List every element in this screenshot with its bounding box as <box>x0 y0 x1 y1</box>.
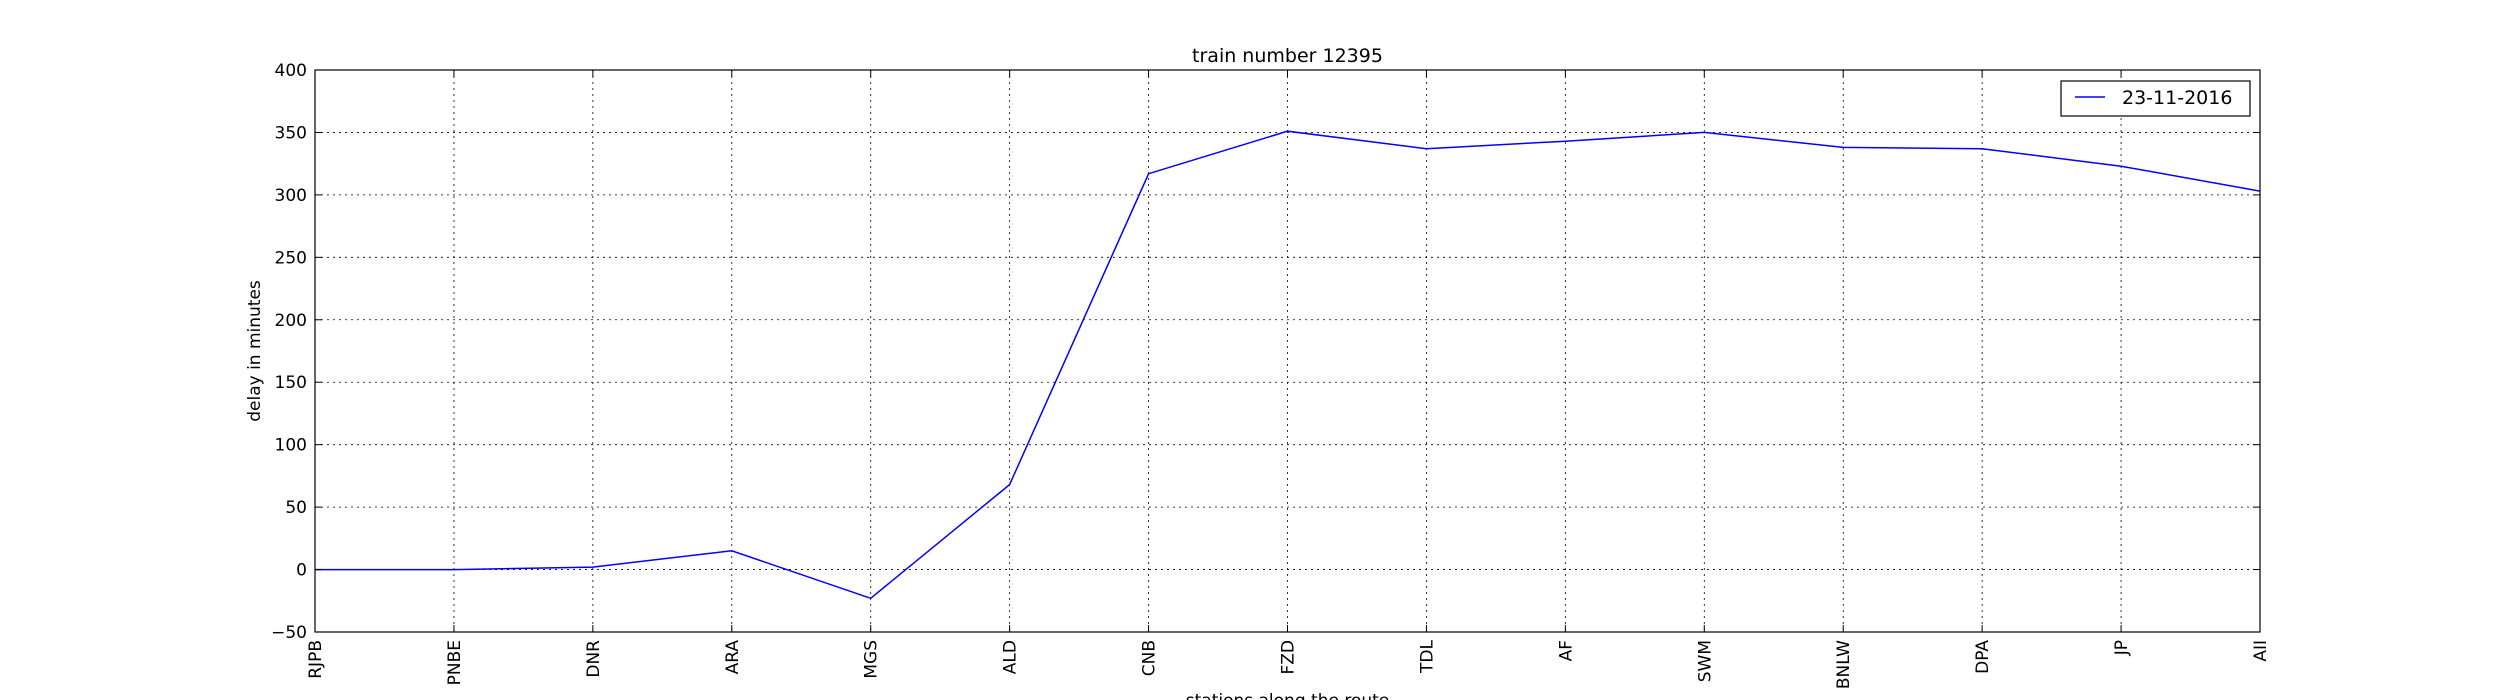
y-tick-label: 300 <box>275 186 307 206</box>
y-tick-label: 200 <box>275 311 307 331</box>
legend-entry-label: 23-11-2016 <box>2122 87 2232 109</box>
x-tick-label: FZD <box>1279 640 1299 675</box>
y-tick-label: 100 <box>275 436 307 456</box>
legend: 23-11-2016 <box>2060 80 2251 117</box>
x-axis-label: stations along the route <box>1186 691 1390 700</box>
y-tick-label: 350 <box>275 123 307 143</box>
y-tick-label: −50 <box>271 623 307 643</box>
y-tick-label: 150 <box>275 373 307 393</box>
legend-box <box>2060 80 2251 117</box>
x-tick-label: PNBE <box>445 640 465 685</box>
y-tick-label: 50 <box>285 498 307 518</box>
y-tick-label: 250 <box>275 248 307 268</box>
x-tick-label: BNLW <box>1834 640 1854 689</box>
x-tick-label: DPA <box>1973 640 1993 674</box>
grid-lines <box>314 69 2261 633</box>
y-tick-label: 400 <box>275 61 307 81</box>
x-axis-ticks: RJPB PNBE DNR ARA MGS ALD CNB FZD TDL AF SWM BNLW DP… <box>306 70 2271 689</box>
series-lines <box>315 130 2261 600</box>
x-tick-label: AII <box>2251 640 2271 662</box>
y-axis-label: delay in minutes <box>245 280 265 422</box>
y-tick-label: 0 <box>296 561 307 581</box>
x-tick-label: CNB <box>1140 640 1160 676</box>
x-tick-label: ARA <box>723 640 743 675</box>
x-tick-label: SWM <box>1695 640 1715 682</box>
x-tick-label: AF <box>1556 640 1576 661</box>
x-tick-label: JP <box>2112 640 2132 656</box>
x-tick-label: ALD <box>1001 640 1021 674</box>
x-tick-label: MGS <box>862 640 882 679</box>
x-tick-label: DNR <box>584 640 604 678</box>
series-line <box>315 130 2261 600</box>
x-tick-label: TDL <box>1417 639 1437 673</box>
chart-title: train number 12395 <box>1192 45 1383 67</box>
x-tick-label: RJPB <box>306 640 326 679</box>
y-axis-ticks: −50 0 50 100 150 200 250 300 350 400 <box>271 61 2260 643</box>
